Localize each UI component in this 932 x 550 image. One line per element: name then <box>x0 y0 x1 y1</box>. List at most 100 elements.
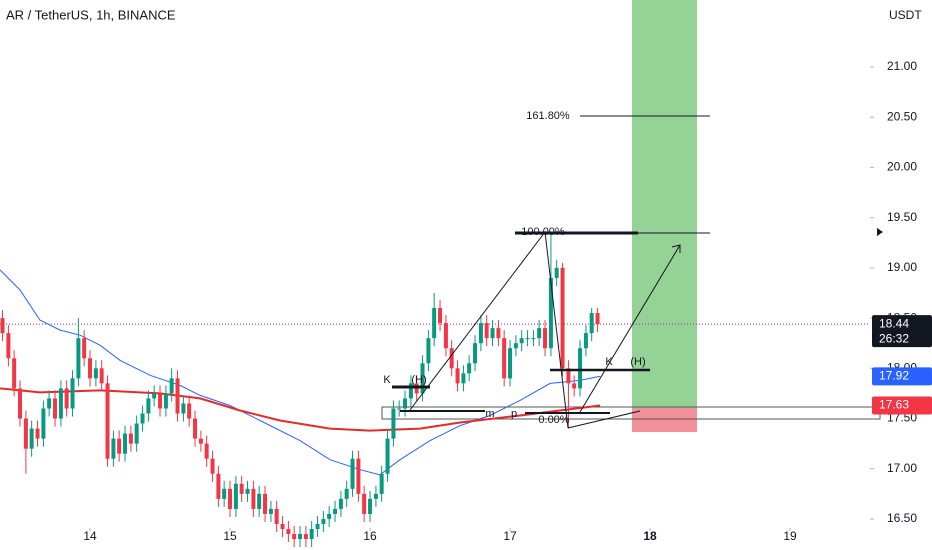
candle-body <box>263 493 268 514</box>
candle-body <box>303 534 308 540</box>
candle-body <box>385 438 390 474</box>
trend-line <box>567 410 641 429</box>
x-tick-label: 17 <box>503 529 517 543</box>
candle-body <box>467 363 472 374</box>
candle-body <box>134 423 139 444</box>
candle-body <box>350 458 355 489</box>
candle-body <box>6 333 11 359</box>
candle-body <box>29 428 34 449</box>
candle-body <box>58 388 63 419</box>
candle-body <box>280 523 285 530</box>
candle-body <box>298 534 303 540</box>
candle-body <box>426 338 431 364</box>
candle-body <box>356 458 361 494</box>
candle-body <box>449 348 454 369</box>
candle-body <box>117 438 122 454</box>
candle-body <box>490 328 495 339</box>
y-tick-label: 16.50 <box>887 511 917 525</box>
candle-body <box>111 438 116 459</box>
candle-body <box>216 473 221 499</box>
candle-body <box>420 363 425 394</box>
candle-body <box>222 488 227 499</box>
candle-body <box>12 358 17 389</box>
candle-body <box>408 383 413 399</box>
x-tick-label: 18 <box>643 529 657 543</box>
y-tick-label: 21.00 <box>887 59 917 73</box>
annotation: 100.00% <box>521 226 565 238</box>
candle-body <box>403 398 408 409</box>
annotation: (H) <box>630 356 645 368</box>
candle-body <box>484 323 489 339</box>
candle-body <box>99 368 104 384</box>
price-badge <box>872 367 932 386</box>
candle-body <box>152 393 157 399</box>
candle-body <box>344 488 349 499</box>
candle-body <box>88 358 93 379</box>
candle-body <box>187 403 192 419</box>
annotation: 161.80% <box>526 110 570 122</box>
candle-body <box>23 418 28 449</box>
candle-body <box>274 508 279 524</box>
price-badge <box>872 315 932 348</box>
moving-average <box>0 269 601 476</box>
candle-body <box>496 328 501 339</box>
annotation: 0.00% <box>538 414 569 426</box>
candle-body <box>128 433 133 444</box>
candle-body <box>502 338 507 379</box>
candle-body <box>35 428 40 439</box>
candle-body <box>519 338 524 344</box>
candle-body <box>537 328 542 339</box>
moving-average <box>0 387 601 432</box>
price-badge <box>872 396 932 415</box>
candle-body <box>572 383 577 389</box>
candle-body <box>309 529 314 540</box>
y-tick-label: 19.00 <box>887 260 917 274</box>
y-tick-label: 20.50 <box>887 109 917 123</box>
candle-body <box>245 488 250 494</box>
x-tick-label: 15 <box>223 529 237 543</box>
candle-body <box>268 508 273 514</box>
y-tick-label: 19.50 <box>887 210 917 224</box>
plot-area <box>0 232 870 548</box>
currency: USDT <box>889 8 922 22</box>
candle-body <box>175 378 180 414</box>
y-tick-label: 17.00 <box>887 461 917 475</box>
candle-body <box>525 338 530 340</box>
candle-body <box>76 338 81 379</box>
candle-body <box>70 378 75 409</box>
candle-body <box>140 413 145 424</box>
candle-body <box>373 493 378 499</box>
candle-body <box>595 313 600 325</box>
chart-title: AR / TetherUS, 1h, BINANCE <box>6 7 176 22</box>
candle-body <box>338 498 343 509</box>
annotation: p <box>511 408 517 420</box>
arrow-head <box>671 244 681 253</box>
candle-body <box>82 338 87 359</box>
candle-body <box>47 398 52 409</box>
candle-body <box>315 523 320 530</box>
candle-body <box>397 408 402 410</box>
target-zone <box>632 0 697 408</box>
drawings <box>392 115 883 429</box>
candle-body <box>438 308 443 324</box>
x-tick-label: 14 <box>83 529 97 543</box>
candle-body <box>41 408 46 439</box>
countdown: 26:32 <box>879 331 909 345</box>
annotation: m <box>485 408 494 420</box>
candle-body <box>432 308 437 339</box>
candle-body <box>578 348 583 389</box>
candle-body <box>0 318 5 334</box>
candle-body <box>64 388 69 409</box>
candle-body <box>239 483 244 494</box>
candle-body <box>583 333 588 349</box>
candle-body <box>233 483 238 509</box>
annotation: K <box>383 374 391 386</box>
y-tick-label: 20.00 <box>887 160 917 174</box>
candle-body <box>333 508 338 514</box>
candle-body <box>181 403 186 414</box>
candle-body <box>286 529 291 535</box>
candle-body <box>327 513 332 519</box>
